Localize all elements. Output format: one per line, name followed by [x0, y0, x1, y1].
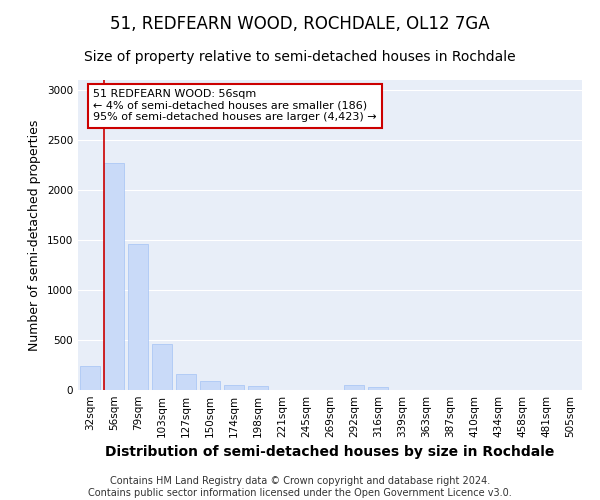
Text: Contains HM Land Registry data © Crown copyright and database right 2024.
Contai: Contains HM Land Registry data © Crown c… — [88, 476, 512, 498]
Bar — [152, 344, 172, 390]
Text: 51 REDFEARN WOOD: 56sqm
← 4% of semi-detached houses are smaller (186)
95% of se: 51 REDFEARN WOOD: 56sqm ← 4% of semi-det… — [93, 90, 377, 122]
Bar — [248, 386, 268, 390]
Bar — [200, 381, 220, 390]
Bar — [80, 366, 100, 390]
X-axis label: Distribution of semi-detached houses by size in Rochdale: Distribution of semi-detached houses by … — [106, 446, 554, 460]
Bar — [344, 385, 364, 390]
Text: 51, REDFEARN WOOD, ROCHDALE, OL12 7GA: 51, REDFEARN WOOD, ROCHDALE, OL12 7GA — [110, 15, 490, 33]
Bar — [224, 384, 244, 390]
Text: Size of property relative to semi-detached houses in Rochdale: Size of property relative to semi-detach… — [84, 50, 516, 64]
Bar — [128, 244, 148, 390]
Y-axis label: Number of semi-detached properties: Number of semi-detached properties — [28, 120, 41, 350]
Bar — [104, 163, 124, 390]
Bar — [176, 374, 196, 390]
Bar — [368, 387, 388, 390]
